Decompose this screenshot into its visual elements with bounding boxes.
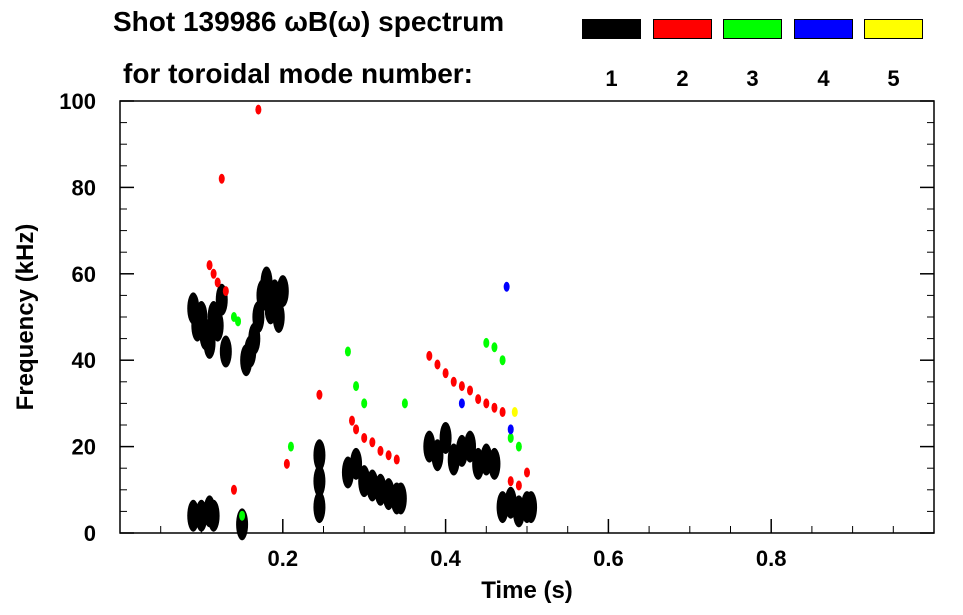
legend-label-mode-3: 3 <box>746 66 759 91</box>
spectrum-point-mode-3 <box>344 346 351 357</box>
spectrum-point-mode-4 <box>507 424 514 435</box>
spectrum-point-mode-1 <box>394 482 407 515</box>
spectrum-point-mode-2 <box>499 407 506 418</box>
spectrum-point-mode-3 <box>491 342 498 353</box>
spectrum-point-mode-3 <box>499 355 506 366</box>
legend-swatch-mode-3 <box>723 19 782 39</box>
spectrum-point-mode-2 <box>353 424 360 435</box>
spectrum-point-mode-5 <box>511 407 518 418</box>
spectrum-point-mode-1 <box>313 439 326 472</box>
spectrum-point-mode-1 <box>488 447 501 480</box>
legend-swatch-mode-1 <box>582 19 641 39</box>
spectrum-point-mode-1 <box>276 275 289 308</box>
y-tick-label: 0 <box>84 521 96 546</box>
x-tick-label: 0.4 <box>430 546 461 571</box>
spectrum-point-mode-3 <box>507 432 514 443</box>
spectrum-point-mode-2 <box>475 394 482 405</box>
axis-ticks: 0 20 40 60 80 100 0.2 0.4 0.6 0.8 <box>59 89 934 571</box>
spectrum-point-mode-2 <box>458 381 465 392</box>
spectrum-point-mode-3 <box>235 316 242 327</box>
spectrum-point-mode-2 <box>255 104 262 115</box>
spectrum-point-mode-3 <box>287 441 294 452</box>
spectrum-point-mode-2 <box>483 398 490 409</box>
y-tick-label: 80 <box>72 175 96 200</box>
y-tick-label: 100 <box>59 89 96 114</box>
spectrum-point-mode-1 <box>203 326 216 359</box>
legend-swatch-mode-2 <box>653 19 712 39</box>
spectrum-point-mode-3 <box>483 337 490 348</box>
spectrum-point-mode-2 <box>214 277 221 288</box>
spectrum-point-mode-2 <box>385 450 392 461</box>
spectrum-point-mode-3 <box>515 441 522 452</box>
spectrum-point-mode-3 <box>361 398 368 409</box>
spectrum-point-mode-2 <box>467 385 474 396</box>
spectrum-point-mode-2 <box>450 376 457 387</box>
spectrum-point-mode-1 <box>272 301 285 333</box>
y-tick-label: 40 <box>72 348 96 373</box>
spectrum-point-mode-2 <box>210 268 217 279</box>
title-line-1: Shot 139986 ωB(ω) spectrum <box>113 6 505 37</box>
spectrum-point-mode-2 <box>491 402 498 413</box>
spectrum-point-mode-2 <box>361 432 368 443</box>
spectrum-point-mode-2 <box>377 445 384 456</box>
legend-swatch-mode-5 <box>864 19 923 39</box>
legend-swatch-mode-4 <box>794 19 853 39</box>
spectrum-point-mode-2 <box>426 350 433 361</box>
spectrum-marks <box>187 104 538 541</box>
y-tick-label: 20 <box>72 435 96 460</box>
spectrum-point-mode-2 <box>206 260 213 271</box>
spectrum-point-mode-2 <box>507 476 514 487</box>
spectrum-point-mode-1 <box>219 335 232 368</box>
spectrum-point-mode-1 <box>207 499 220 532</box>
title-line-2: for toroidal mode number: <box>123 58 473 89</box>
spectrum-point-mode-3 <box>353 381 360 392</box>
spectrum-point-mode-1 <box>211 309 224 342</box>
spectrum-point-mode-2 <box>515 480 522 491</box>
spectrum-point-mode-1 <box>313 491 326 524</box>
spectrum-point-mode-2 <box>369 437 376 448</box>
legend-label-mode-4: 4 <box>817 66 830 91</box>
spectrum-point-mode-2 <box>442 368 449 379</box>
spectrum-point-mode-2 <box>524 467 530 478</box>
y-tick-label: 60 <box>72 262 96 287</box>
spectrum-point-mode-1 <box>439 421 452 454</box>
x-tick-label: 0.6 <box>593 546 624 571</box>
spectrum-point-mode-2 <box>393 454 400 465</box>
spectrum-point-mode-4 <box>503 281 510 292</box>
spectrum-point-mode-2 <box>283 458 290 469</box>
y-axis-title: Frequency (kHz) <box>12 224 39 411</box>
x-tick-label: 0.2 <box>268 546 299 571</box>
x-axis-title: Time (s) <box>481 577 573 604</box>
spectrum-point-mode-1 <box>525 491 538 524</box>
spectrum-point-mode-2 <box>316 389 323 400</box>
spectrum-point-mode-2 <box>434 359 441 370</box>
spectrum-point-mode-1 <box>431 439 444 472</box>
x-tick-label: 0.8 <box>756 546 787 571</box>
legend-label-mode-2: 2 <box>676 66 689 91</box>
spectrum-point-mode-3 <box>401 398 408 409</box>
spectrum-point-mode-1 <box>350 447 363 480</box>
spectrum-point-mode-2 <box>348 415 355 426</box>
spectrum-point-mode-2 <box>222 286 229 297</box>
legend-label-mode-5: 5 <box>887 66 900 91</box>
spectrum-point-mode-1 <box>313 465 326 498</box>
spectrum-point-mode-2 <box>230 484 237 495</box>
spectrum-point-mode-1 <box>464 430 477 463</box>
legend-label-mode-1: 1 <box>605 66 618 91</box>
spectrum-point-mode-4 <box>458 398 465 409</box>
spectrum-point-mode-3 <box>239 510 246 521</box>
spectrum-point-mode-2 <box>218 173 225 184</box>
